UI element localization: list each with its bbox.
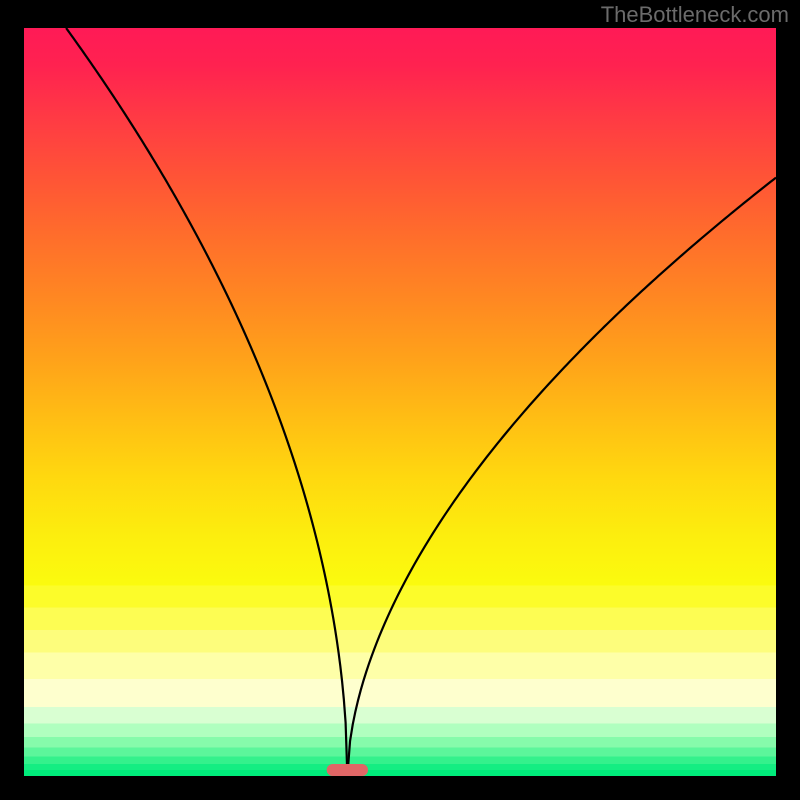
bottleneck-chart: TheBottleneck.com [0, 0, 800, 800]
chart-svg: TheBottleneck.com [0, 0, 800, 800]
watermark-text: TheBottleneck.com [601, 2, 789, 27]
chart-background [24, 28, 776, 776]
minimum-marker [327, 764, 368, 776]
